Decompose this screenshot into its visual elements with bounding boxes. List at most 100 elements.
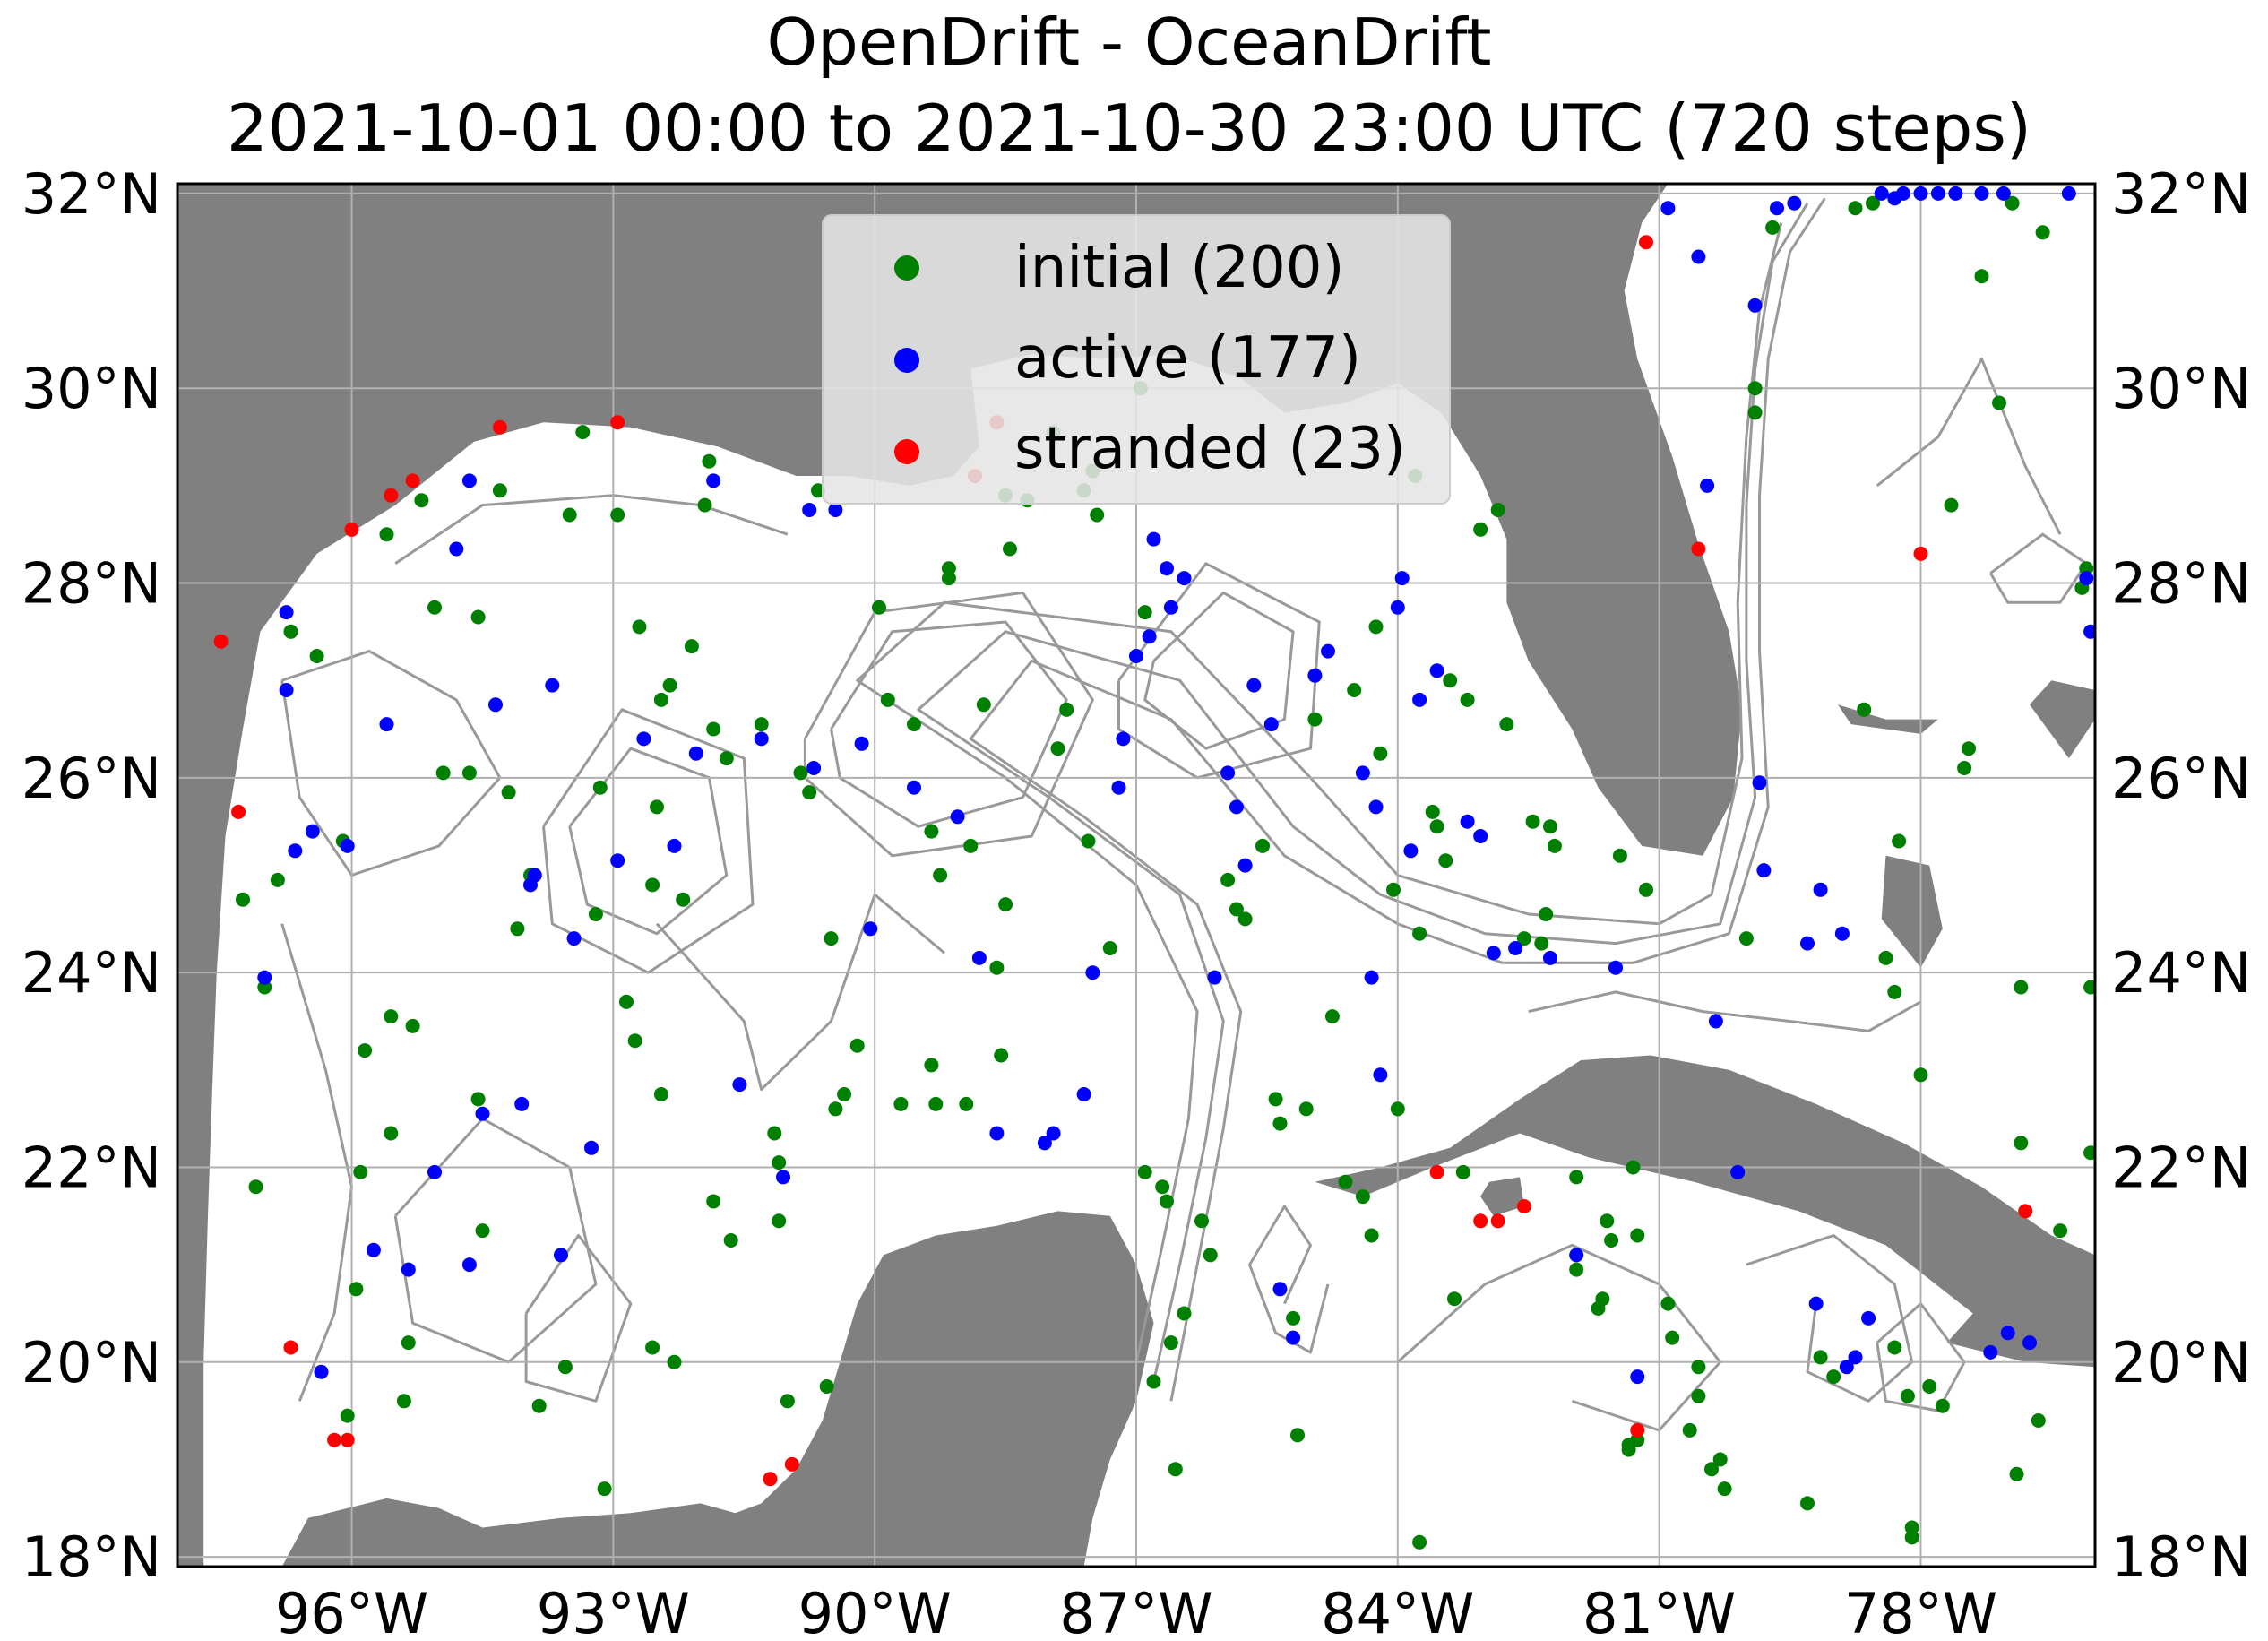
active-point-2 [279,683,294,697]
initial-point-165 [1747,405,1763,420]
initial-point-182 [1922,1379,1937,1394]
y-tick-label-right-1: 20°N [2111,1330,2251,1395]
stranded-point-2 [283,1340,298,1355]
initial-point-140 [1539,907,1554,921]
initial-point-159 [1691,1388,1706,1403]
initial-point-52 [719,751,734,766]
initial-point-144 [1569,1262,1584,1277]
initial-point-82 [998,897,1013,912]
active-point-71 [1460,814,1475,829]
active-point-72 [1473,829,1488,843]
active-point-49 [1160,561,1174,576]
active-point-69 [1412,692,1427,707]
land-polygon-4 [1881,855,1943,968]
initial-point-49 [702,453,717,469]
legend-label-active: active (177) [1014,325,1361,392]
initial-point-135 [1490,503,1505,517]
active-point-42 [1076,1087,1091,1101]
initial-point-152 [1626,1160,1641,1175]
land-polygon-3 [1480,1177,1524,1216]
stranded-point-16 [1490,1213,1505,1229]
legend-marker-initial [894,255,919,281]
active-point-19 [545,678,560,693]
initial-point-174 [1878,950,1893,965]
initial-point-55 [767,1126,782,1141]
active-point-95 [1861,1310,1876,1326]
active-point-85 [1756,863,1772,878]
initial-point-112 [1290,1428,1305,1443]
initial-point-127 [1425,804,1440,819]
initial-point-166 [1747,381,1763,396]
initial-point-22 [470,1092,486,1107]
initial-point-7 [340,1408,355,1423]
active-point-104 [1983,1344,1998,1360]
initial-point-156 [1660,1296,1676,1311]
y-tick-label-right-3: 24°N [2111,940,2251,1006]
initial-point-0 [236,892,250,907]
initial-point-51 [706,1194,721,1209]
initial-point-99 [1160,1194,1174,1209]
initial-point-172 [1857,702,1872,717]
active-point-50 [1163,600,1178,615]
initial-point-157 [1665,1330,1680,1345]
active-point-103 [1996,186,2011,201]
active-point-96 [1874,186,1889,201]
initial-point-50 [706,721,721,737]
active-point-102 [1974,186,1989,201]
initial-point-191 [2014,980,2029,995]
active-point-47 [1142,629,1157,644]
initial-point-192 [2031,1413,2046,1428]
initial-point-87 [1050,741,1065,756]
initial-point-195 [2035,225,2050,240]
legend: initial (200) active (177) stranded (23) [822,214,1451,505]
initial-point-15 [401,1335,416,1351]
active-point-5 [314,1364,329,1379]
y-tick-label-right-4: 26°N [2111,746,2251,811]
active-point-7 [366,1242,381,1257]
active-point-87 [1770,201,1784,216]
initial-point-77 [959,1096,974,1111]
stranded-point-4 [340,1432,355,1447]
initial-point-64 [828,1101,843,1117]
x-tick-label-6: 78°W [1844,1581,1997,1641]
initial-point-98 [1155,1179,1170,1195]
initial-point-139 [1534,936,1549,951]
active-point-79 [1660,201,1676,216]
initial-point-176 [1887,984,1902,999]
active-point-14 [475,1106,490,1121]
initial-point-74 [933,868,948,883]
active-point-100 [1930,186,1945,201]
initial-point-34 [597,1481,612,1497]
trajectory-line-4 [803,591,1094,858]
initial-point-5 [309,649,324,663]
active-point-61 [1321,643,1335,659]
initial-point-97 [1146,1374,1161,1389]
active-point-11 [449,541,464,557]
land-polygon-5 [2030,680,2095,759]
initial-point-57 [772,1155,787,1170]
initial-point-123 [1390,1101,1405,1117]
active-point-8 [379,717,394,732]
trajectory-line-7 [568,747,729,936]
initial-point-36 [619,994,634,1009]
initial-point-81 [994,1048,1009,1063]
active-point-20 [554,1248,568,1263]
y-tick-label-left-1: 20°N [22,1330,161,1395]
active-point-25 [667,838,682,853]
stranded-point-0 [213,634,229,649]
active-point-81 [1700,478,1715,493]
stranded-point-18 [1630,1422,1645,1438]
x-tick-label-3: 87°W [1059,1581,1212,1641]
active-point-67 [1394,571,1410,586]
initial-point-138 [1525,814,1540,829]
active-point-99 [1913,186,1928,201]
initial-point-54 [754,717,769,732]
initial-point-175 [1887,1340,1902,1355]
initial-point-29 [557,1360,573,1375]
initial-point-62 [819,1379,834,1394]
initial-point-20 [461,765,477,781]
initial-point-76 [941,561,956,576]
land-polygon-0 [177,184,1154,1567]
active-point-26 [688,746,703,761]
trajectory-line-8 [542,708,755,974]
